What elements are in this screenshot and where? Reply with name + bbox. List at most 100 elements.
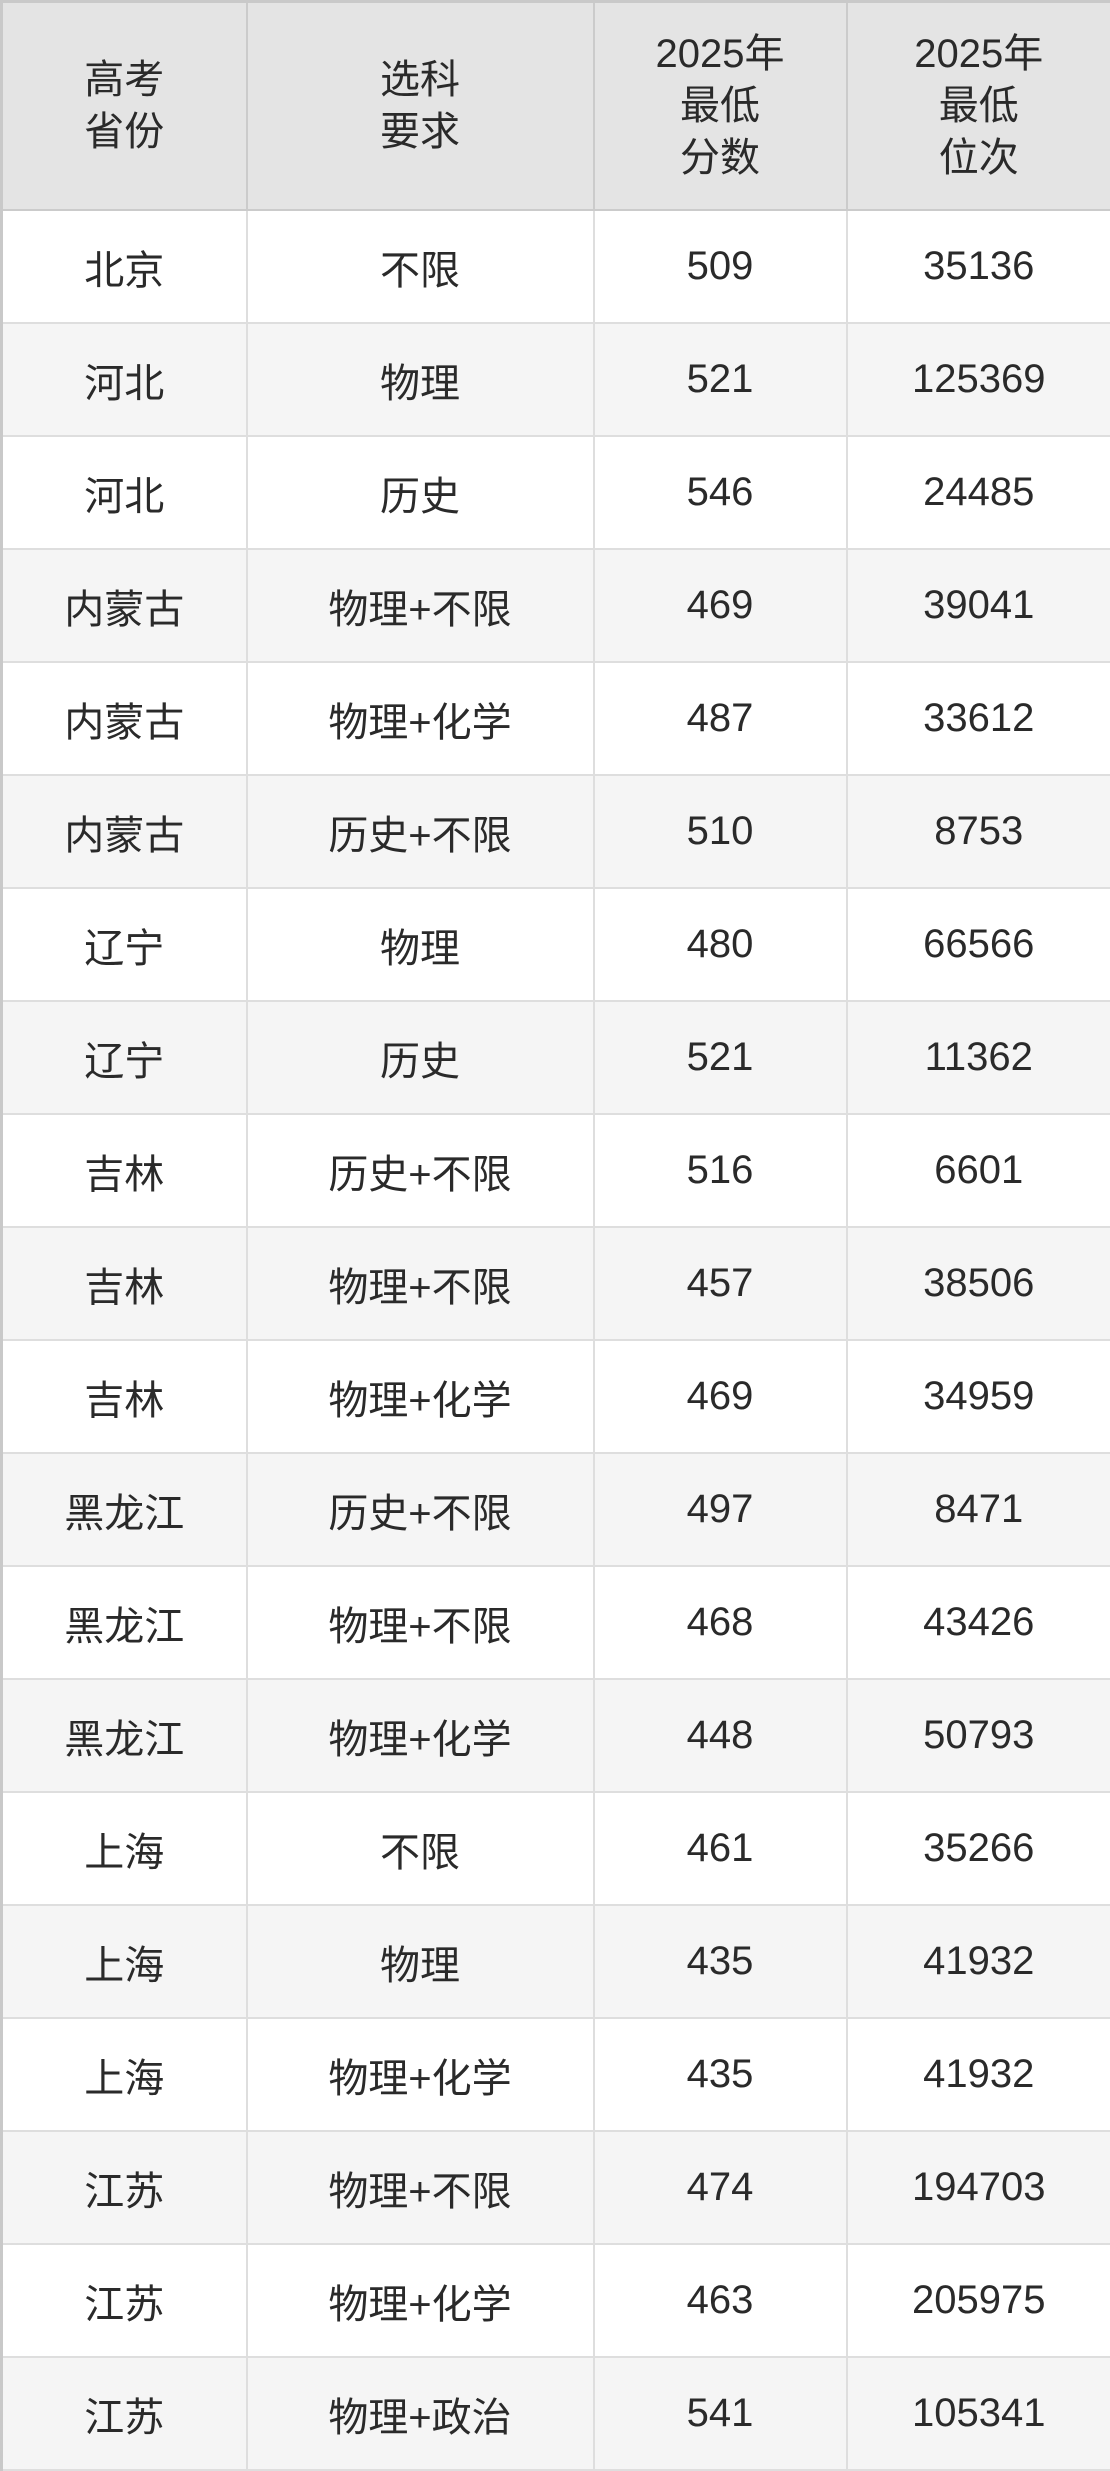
cell-min-score-2025: 546 bbox=[594, 436, 847, 549]
cell-min-score-2025: 463 bbox=[594, 2244, 847, 2357]
cell-subjects: 不限 bbox=[247, 210, 594, 323]
cell-subjects: 物理+化学 bbox=[247, 1340, 594, 1453]
cell-min-rank-2025: 66566 bbox=[847, 888, 1110, 1001]
cell-min-rank-2025: 43426 bbox=[847, 1566, 1110, 1679]
column-header-min-score-2025: 2025年 最低 分数 bbox=[594, 2, 847, 211]
cell-min-rank-2025: 41932 bbox=[847, 2018, 1110, 2131]
cell-min-score-2025: 468 bbox=[594, 1566, 847, 1679]
cell-province: 河北 bbox=[2, 323, 247, 436]
cell-min-rank-2025: 105341 bbox=[847, 2357, 1110, 2470]
cell-province: 吉林 bbox=[2, 1340, 247, 1453]
cell-min-rank-2025: 194703 bbox=[847, 2131, 1110, 2244]
cell-province: 江苏 bbox=[2, 2244, 247, 2357]
column-header-min-rank-2025: 2025年 最低 位次 bbox=[847, 2, 1110, 211]
cell-min-rank-2025: 8753 bbox=[847, 775, 1110, 888]
cell-subjects: 物理 bbox=[247, 1905, 594, 2018]
cell-subjects: 物理+不限 bbox=[247, 549, 594, 662]
cell-province: 上海 bbox=[2, 1792, 247, 1905]
cell-min-score-2025: 541 bbox=[594, 2357, 847, 2470]
cell-min-score-2025: 435 bbox=[594, 2018, 847, 2131]
cell-min-score-2025: 509 bbox=[594, 210, 847, 323]
cell-subjects: 历史 bbox=[247, 1001, 594, 1114]
cell-subjects: 物理 bbox=[247, 323, 594, 436]
cell-min-score-2025: 487 bbox=[594, 662, 847, 775]
cell-min-rank-2025: 33612 bbox=[847, 662, 1110, 775]
cell-subjects: 物理+不限 bbox=[247, 1566, 594, 1679]
cell-min-rank-2025: 35266 bbox=[847, 1792, 1110, 1905]
cell-subjects: 物理+政治 bbox=[247, 2357, 594, 2470]
cell-subjects: 物理+不限 bbox=[247, 2131, 594, 2244]
cell-min-rank-2025: 41932 bbox=[847, 1905, 1110, 2018]
cell-min-score-2025: 497 bbox=[594, 1453, 847, 1566]
cell-province: 吉林 bbox=[2, 1114, 247, 1227]
cell-subjects: 历史+不限 bbox=[247, 775, 594, 888]
cell-min-score-2025: 521 bbox=[594, 1001, 847, 1114]
cell-min-rank-2025: 24485 bbox=[847, 436, 1110, 549]
cell-subjects: 物理+不限 bbox=[247, 1227, 594, 1340]
cell-min-rank-2025: 205975 bbox=[847, 2244, 1110, 2357]
cell-province: 内蒙古 bbox=[2, 662, 247, 775]
cell-province: 上海 bbox=[2, 2018, 247, 2131]
column-header-subjects: 选科 要求 bbox=[247, 2, 594, 211]
cell-subjects: 物理+化学 bbox=[247, 2018, 594, 2131]
cell-min-score-2025: 435 bbox=[594, 1905, 847, 2018]
cell-province: 吉林 bbox=[2, 1227, 247, 1340]
cell-province: 黑龙江 bbox=[2, 1453, 247, 1566]
cell-subjects: 物理 bbox=[247, 888, 594, 1001]
cell-min-rank-2025: 34959 bbox=[847, 1340, 1110, 1453]
cell-min-rank-2025: 50793 bbox=[847, 1679, 1110, 1792]
cell-min-score-2025: 461 bbox=[594, 1792, 847, 1905]
cell-province: 黑龙江 bbox=[2, 1566, 247, 1679]
cell-min-rank-2025: 125369 bbox=[847, 323, 1110, 436]
cell-min-score-2025: 516 bbox=[594, 1114, 847, 1227]
cell-min-rank-2025: 11362 bbox=[847, 1001, 1110, 1114]
cell-min-rank-2025: 35136 bbox=[847, 210, 1110, 323]
cell-province: 内蒙古 bbox=[2, 549, 247, 662]
column-header-province: 高考 省份 bbox=[2, 2, 247, 211]
cell-province: 黑龙江 bbox=[2, 1679, 247, 1792]
cell-province: 辽宁 bbox=[2, 1001, 247, 1114]
cell-subjects: 历史+不限 bbox=[247, 1114, 594, 1227]
cell-province: 河北 bbox=[2, 436, 247, 549]
cell-province: 江苏 bbox=[2, 2131, 247, 2244]
header-row: 高考 省份 选科 要求 2025年 最低 分数 2025年 最低 位次 bbox=[2, 2, 1110, 211]
cell-subjects: 历史+不限 bbox=[247, 1453, 594, 1566]
cell-min-score-2025: 469 bbox=[594, 549, 847, 662]
cell-min-score-2025: 474 bbox=[594, 2131, 847, 2244]
cell-province: 内蒙古 bbox=[2, 775, 247, 888]
cell-min-score-2025: 469 bbox=[594, 1340, 847, 1453]
cell-subjects: 不限 bbox=[247, 1792, 594, 1905]
cell-min-rank-2025: 38506 bbox=[847, 1227, 1110, 1340]
cell-min-rank-2025: 39041 bbox=[847, 549, 1110, 662]
table-header: 高考 省份 选科 要求 2025年 最低 分数 2025年 最低 位次 bbox=[2, 2, 1110, 211]
cell-min-score-2025: 457 bbox=[594, 1227, 847, 1340]
cell-subjects: 物理+化学 bbox=[247, 1679, 594, 1792]
cell-min-score-2025: 521 bbox=[594, 323, 847, 436]
cell-province: 辽宁 bbox=[2, 888, 247, 1001]
cell-min-score-2025: 510 bbox=[594, 775, 847, 888]
cell-subjects: 历史 bbox=[247, 436, 594, 549]
cell-subjects: 物理+化学 bbox=[247, 2244, 594, 2357]
cell-min-rank-2025: 8471 bbox=[847, 1453, 1110, 1566]
